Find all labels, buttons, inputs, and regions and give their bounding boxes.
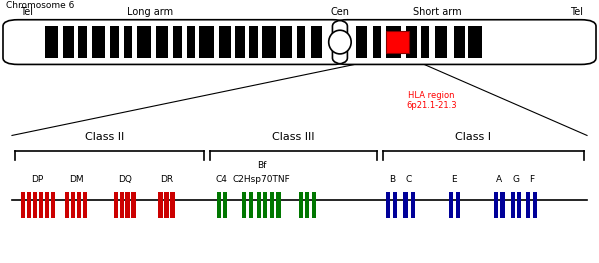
Text: A: A xyxy=(496,175,502,184)
Text: Class III: Class III xyxy=(273,132,314,142)
Bar xyxy=(114,192,117,218)
Bar xyxy=(63,26,74,58)
Bar xyxy=(249,192,253,218)
FancyBboxPatch shape xyxy=(332,20,596,64)
Text: E: E xyxy=(451,175,457,184)
Bar xyxy=(435,26,447,58)
Bar xyxy=(373,26,381,58)
Bar xyxy=(77,192,81,218)
Ellipse shape xyxy=(329,30,351,54)
Text: C2Hsp70TNF: C2Hsp70TNF xyxy=(233,175,291,184)
Bar xyxy=(449,192,453,218)
Bar xyxy=(386,31,409,53)
Bar xyxy=(280,26,292,58)
Bar xyxy=(242,192,247,218)
Text: Tel: Tel xyxy=(570,7,583,17)
Bar xyxy=(235,26,245,58)
Bar xyxy=(219,26,231,58)
Bar xyxy=(187,26,195,58)
Bar xyxy=(297,26,305,58)
Bar xyxy=(262,26,276,58)
Text: DQ: DQ xyxy=(117,175,132,184)
Bar xyxy=(311,26,322,58)
Bar xyxy=(92,26,105,58)
Bar xyxy=(83,192,87,218)
Bar xyxy=(45,26,58,58)
Bar xyxy=(44,192,49,218)
Bar xyxy=(305,192,310,218)
Bar xyxy=(494,192,498,218)
Text: Class I: Class I xyxy=(455,132,491,142)
Text: Tel: Tel xyxy=(20,7,34,17)
Text: Chromosome 6: Chromosome 6 xyxy=(6,1,74,10)
Text: Long arm: Long arm xyxy=(126,7,173,17)
Bar xyxy=(533,192,537,218)
Bar xyxy=(71,192,75,218)
Bar xyxy=(501,192,504,218)
Bar xyxy=(120,192,124,218)
Bar xyxy=(394,192,398,218)
Text: Bf: Bf xyxy=(257,161,267,170)
Bar xyxy=(421,26,429,58)
Bar xyxy=(386,192,391,218)
Bar xyxy=(26,192,31,218)
Text: DP: DP xyxy=(32,175,44,184)
Bar xyxy=(264,192,267,218)
Bar xyxy=(132,192,136,218)
Bar xyxy=(386,26,401,58)
Bar xyxy=(527,192,531,218)
Bar xyxy=(199,26,214,58)
Bar xyxy=(356,26,367,58)
Bar xyxy=(411,192,415,218)
Bar xyxy=(50,192,55,218)
Text: B: B xyxy=(389,175,395,184)
Bar xyxy=(20,192,25,218)
Text: DR: DR xyxy=(160,175,173,184)
Bar xyxy=(456,192,460,218)
Ellipse shape xyxy=(326,25,353,59)
Bar xyxy=(65,192,69,218)
Text: G: G xyxy=(512,175,519,184)
Bar xyxy=(170,192,175,218)
Bar xyxy=(173,26,182,58)
Bar xyxy=(164,192,169,218)
Text: F: F xyxy=(529,175,534,184)
Bar xyxy=(454,26,465,58)
Bar xyxy=(517,192,521,218)
Bar xyxy=(298,192,302,218)
Text: Cen: Cen xyxy=(330,7,349,17)
Bar xyxy=(110,26,119,58)
Bar xyxy=(256,192,261,218)
Text: C4: C4 xyxy=(216,175,228,184)
Bar xyxy=(510,192,515,218)
Bar xyxy=(126,192,130,218)
FancyBboxPatch shape xyxy=(3,20,347,64)
Bar xyxy=(277,192,280,218)
Bar xyxy=(137,26,151,58)
Bar xyxy=(78,26,87,58)
Bar xyxy=(249,26,258,58)
Bar xyxy=(404,192,407,218)
Text: Class II: Class II xyxy=(85,132,125,142)
Bar xyxy=(32,192,37,218)
Bar xyxy=(38,192,43,218)
Text: C: C xyxy=(406,175,412,184)
Text: DM: DM xyxy=(69,175,83,184)
Bar xyxy=(312,192,316,218)
Bar xyxy=(158,192,163,218)
Text: Short arm: Short arm xyxy=(413,7,462,17)
Bar xyxy=(270,192,274,218)
Text: HLA region
6p21.1-21.3: HLA region 6p21.1-21.3 xyxy=(406,91,456,110)
Bar xyxy=(156,26,168,58)
Bar xyxy=(217,192,221,218)
Bar xyxy=(406,26,417,58)
Bar xyxy=(468,26,482,58)
Bar xyxy=(124,26,132,58)
Bar xyxy=(223,192,228,218)
